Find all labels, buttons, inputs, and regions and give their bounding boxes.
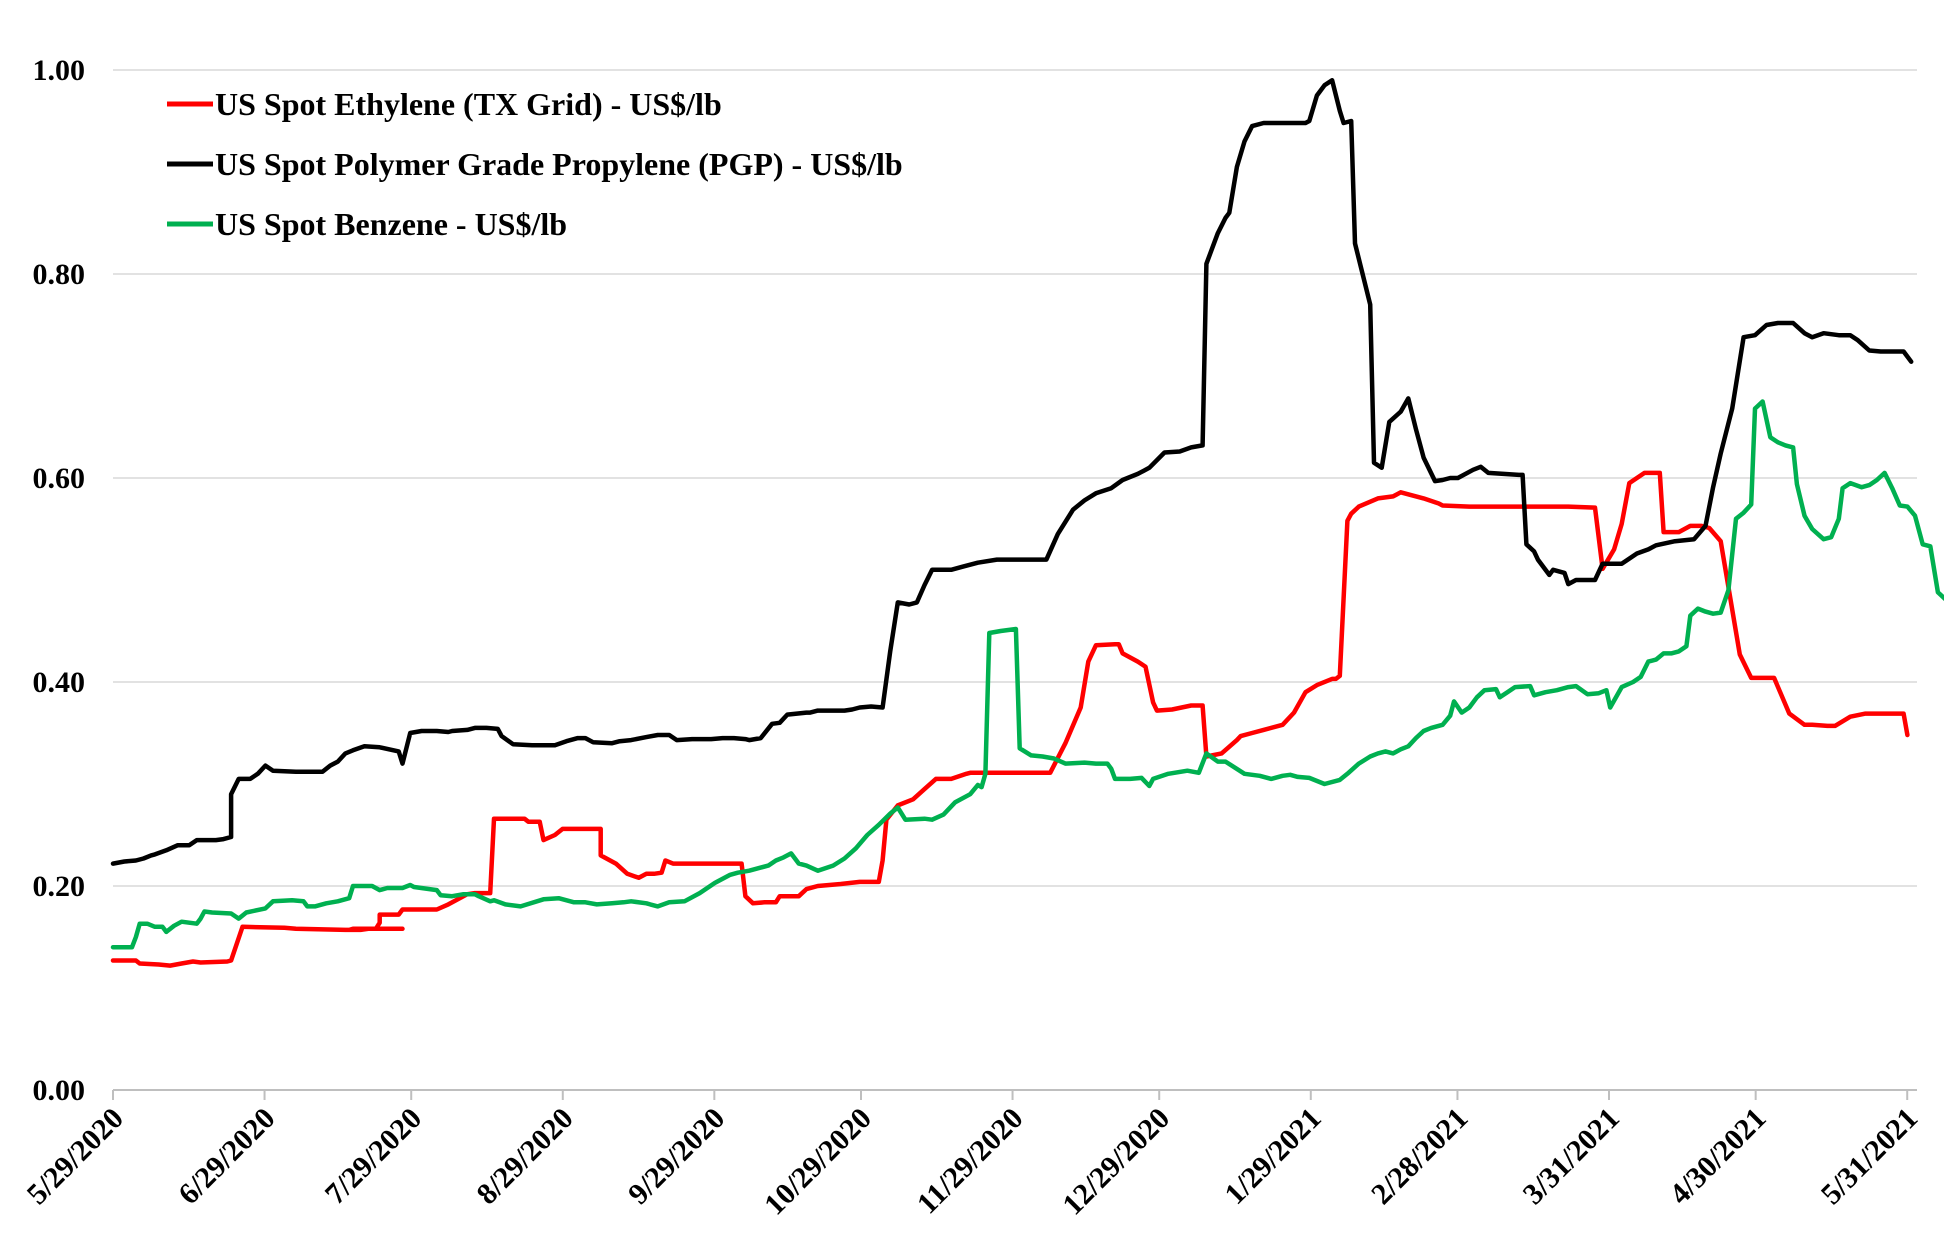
series-line-2 bbox=[110, 399, 1944, 950]
x-tick-label: 11/29/2020 bbox=[911, 1102, 1030, 1221]
x-tick-label: 9/29/2020 bbox=[622, 1102, 731, 1211]
legend: US Spot Ethylene (TX Grid) - US$/lb US Sp… bbox=[167, 86, 903, 242]
y-tick-label: 0.60 bbox=[33, 462, 86, 495]
axes bbox=[112, 1089, 1917, 1100]
x-tick-label: 3/31/2021 bbox=[1517, 1102, 1626, 1211]
y-tick-label: 0.80 bbox=[33, 258, 86, 291]
x-tick-label: 1/29/2021 bbox=[1218, 1102, 1327, 1211]
legend-label-0: US Spot Ethylene (TX Grid) - US$/lb bbox=[215, 86, 722, 122]
x-tick-label: 5/31/2021 bbox=[1815, 1102, 1924, 1211]
series-line-1 bbox=[110, 77, 1914, 866]
series-lines bbox=[110, 77, 1944, 968]
x-tick-label: 6/29/2020 bbox=[172, 1102, 281, 1211]
x-tick-label: 12/29/2020 bbox=[1056, 1102, 1176, 1222]
x-axis-tick-labels: 5/29/2020 6/29/2020 7/29/2020 8/29/2020 9/29… bbox=[21, 1102, 1925, 1222]
y-axis-tick-labels: 0.00 0.20 0.40 0.60 0.80 1.00 bbox=[33, 54, 86, 1107]
x-tick-label: 7/29/2020 bbox=[319, 1102, 428, 1211]
gridlines bbox=[113, 69, 1917, 887]
x-tick-label: 5/29/2020 bbox=[21, 1102, 130, 1211]
x-tick-label: 8/29/2020 bbox=[470, 1102, 579, 1211]
x-tick-label: 4/30/2021 bbox=[1663, 1102, 1772, 1211]
y-tick-label: 1.00 bbox=[33, 54, 86, 87]
legend-label-1: US Spot Polymer Grade Propylene (PGP) - … bbox=[215, 146, 903, 182]
y-tick-label: 0.00 bbox=[33, 1074, 86, 1107]
y-tick-label: 0.20 bbox=[33, 870, 86, 903]
x-tick-label: 2/28/2021 bbox=[1365, 1102, 1474, 1211]
legend-label-2: US Spot Benzene - US$/lb bbox=[215, 206, 567, 242]
y-tick-label: 0.40 bbox=[33, 666, 86, 699]
x-tick-label: 10/29/2020 bbox=[758, 1102, 878, 1222]
